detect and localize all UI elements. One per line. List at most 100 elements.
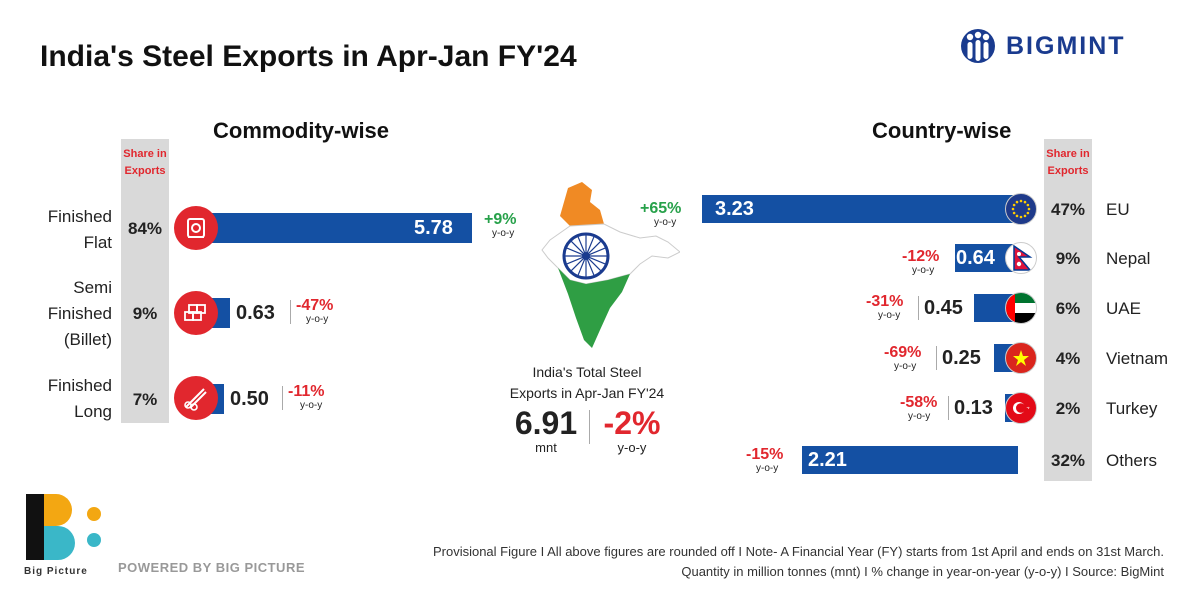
commodity-value-finished-long: 0.50: [230, 388, 269, 410]
total-change: -2%: [603, 405, 661, 441]
country-change-uae: -31% y-o-y: [866, 293, 904, 322]
commodity-share-finished-long: 7%: [132, 390, 158, 409]
footer-note-2: Quantity in million tonnes (mnt) I % cha…: [681, 564, 1164, 579]
india-map-icon: [541, 182, 680, 348]
yoy-label: y-o-y: [300, 400, 323, 411]
yoy-label: y-o-y: [756, 463, 779, 474]
country-share-uae: 6%: [1055, 299, 1081, 318]
country-change-eu: +65% y-o-y: [640, 201, 681, 229]
country-name-vietnam: Vietnam: [1106, 349, 1169, 368]
country-bar-others: [802, 446, 1018, 474]
vietnam-flag-icon: [1005, 342, 1037, 374]
yoy-label: y-o-y: [912, 265, 935, 276]
country-share-vietnam: 4%: [1055, 349, 1081, 368]
total-caption-line2: Exports in Apr-Jan FY'24: [509, 385, 665, 401]
eu-flag-icon: [1005, 193, 1037, 225]
country-change-nepal: -12% y-o-y: [902, 248, 940, 277]
separator: [282, 386, 283, 410]
yoy-change: -47%: [296, 297, 334, 314]
country-share-column: [1044, 139, 1092, 481]
commodity-change-finished-long: -11% y-o-y: [288, 383, 325, 412]
country-change-vietnam: -69% y-o-y: [884, 344, 922, 373]
commodity-bar-value-finished-flat: 5.78: [414, 217, 453, 239]
share-header-line2: Exports: [124, 165, 166, 177]
country-share-header: Share in Exports: [1044, 146, 1092, 180]
total-separator: [589, 410, 590, 444]
country-section-title: Country-wise: [872, 118, 1012, 143]
page-title: India's Steel Exports in Apr-Jan FY'24: [40, 40, 577, 73]
commodity-share-header: Share in Exports: [121, 146, 169, 180]
yoy-change: -11%: [288, 383, 325, 400]
country-name-others: Others: [1106, 451, 1158, 470]
country-value-turkey: 0.13: [954, 397, 993, 419]
commodity-section-title: Commodity-wise: [213, 118, 390, 143]
total-change-block: -2% y-o-y: [594, 406, 670, 455]
country-share-eu: 47%: [1050, 200, 1086, 219]
label-line: Finished: [47, 207, 112, 226]
total-value: 6.91: [514, 405, 578, 441]
yoy-label: y-o-y: [306, 314, 329, 325]
yoy-change: +9%: [484, 211, 517, 228]
commodity-label-finished-flat: Finished Flat: [20, 204, 112, 256]
commodity-share-finished-flat: 84%: [127, 219, 163, 238]
uae-flag-icon: [1005, 292, 1037, 324]
total-caption-line1: India's Total Steel: [532, 364, 642, 380]
separator: [936, 346, 937, 370]
country-share-nepal: 9%: [1055, 249, 1081, 268]
country-bar-eu: [702, 195, 1018, 223]
yoy-change: -69%: [884, 344, 922, 361]
yoy-label: y-o-y: [894, 361, 917, 372]
yoy-label: y-o-y: [878, 310, 901, 321]
total-change-label: y-o-y: [617, 440, 647, 455]
country-value-uae: 0.45: [924, 297, 963, 319]
commodity-share-column: [121, 139, 169, 423]
country-change-turkey: -58% y-o-y: [900, 394, 938, 423]
yoy-change: -58%: [900, 394, 938, 411]
label-line: Finished: [47, 304, 112, 323]
separator: [290, 300, 291, 324]
commodity-share-semi-finished: 9%: [132, 304, 158, 323]
country-bar-value-nepal: 0.64: [956, 247, 995, 269]
label-line: Semi: [73, 278, 112, 297]
commodity-change-semi-finished: -47% y-o-y: [296, 297, 334, 326]
commodity-value-semi-finished: 0.63: [236, 302, 275, 324]
country-change-others: -15% y-o-y: [746, 446, 784, 475]
country-bar-value-eu: 3.23: [715, 198, 754, 220]
label-line: (Billet): [63, 330, 112, 349]
bigmint-logo-icon: [961, 29, 995, 63]
commodity-bar-finished-flat: [200, 213, 472, 243]
total-value-block: 6.91 mnt: [508, 406, 584, 455]
country-bar-value-others: 2.21: [808, 449, 847, 471]
billet-icon: [174, 291, 218, 335]
commodity-change-finished-flat: +9% y-o-y: [484, 211, 517, 240]
share-header-line2: Exports: [1047, 165, 1089, 177]
total-caption: India's Total Steel Exports in Apr-Jan F…: [492, 362, 682, 404]
label-line: Long: [74, 402, 112, 421]
bigmint-logo: BIGMINT: [958, 28, 1126, 64]
yoy-label: y-o-y: [908, 411, 931, 422]
share-header-line1: Share in: [123, 148, 167, 160]
yoy-label: y-o-y: [492, 228, 515, 239]
big-picture-name: Big Picture: [24, 566, 88, 577]
label-line: Finished: [47, 376, 112, 395]
commodity-label-semi-finished: Semi Finished (Billet): [20, 275, 112, 353]
country-name-turkey: Turkey: [1106, 399, 1158, 418]
footer-note-1: Provisional Figure I All above figures a…: [432, 544, 1164, 559]
country-name-nepal: Nepal: [1106, 249, 1151, 268]
bigmint-logo-text: BIGMINT: [1006, 31, 1126, 60]
total-unit: mnt: [535, 440, 557, 455]
label-line: Flat: [83, 233, 112, 252]
nepal-flag-icon: [1005, 242, 1037, 274]
country-name-uae: UAE: [1106, 299, 1141, 318]
country-share-turkey: 2%: [1055, 399, 1081, 418]
yoy-change: -15%: [746, 446, 784, 463]
country-share-others: 32%: [1050, 451, 1086, 470]
yoy-change: -12%: [902, 248, 940, 265]
separator: [918, 296, 919, 320]
country-name-eu: EU: [1106, 200, 1130, 219]
yoy-label: y-o-y: [654, 217, 677, 228]
yoy-change: -31%: [866, 293, 904, 310]
commodity-label-finished-long: Finished Long: [20, 373, 112, 425]
big-picture-logo-icon: [26, 494, 101, 560]
share-header-line1: Share in: [1046, 148, 1090, 160]
